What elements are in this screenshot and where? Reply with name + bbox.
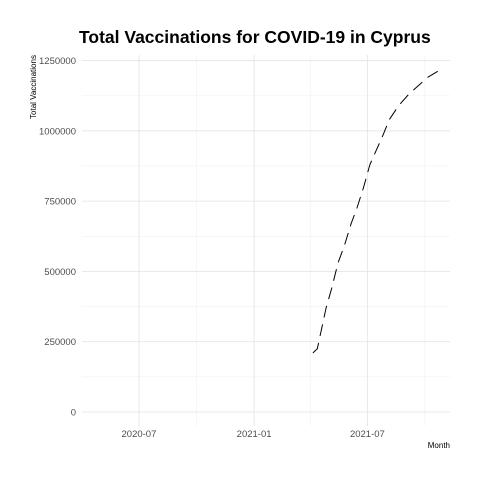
x-axis-label: Month: [428, 441, 450, 450]
grid: [82, 55, 450, 426]
y-tick-label: 250000: [44, 337, 76, 348]
x-tick-label: 2021-07: [350, 429, 385, 440]
y-axis-label: Total Vaccinations: [29, 55, 38, 119]
y-tick-label: 1250000: [39, 56, 76, 67]
x-tick-label: 2021-01: [237, 429, 272, 440]
y-tick-label: 1000000: [39, 126, 76, 137]
chart-title: Total Vaccinations for COVID-19 in Cypru…: [79, 27, 431, 47]
y-tick-label: 500000: [44, 267, 76, 278]
x-axis-ticks: 2020-07 2021-01 2021-07: [122, 429, 385, 440]
y-tick-label: 750000: [44, 197, 76, 208]
x-tick-label: 2020-07: [122, 429, 157, 440]
series-group: [312, 68, 442, 354]
y-tick-label: 0: [71, 407, 76, 418]
y-axis-ticks: 0 250000 500000 750000 1000000 1250000: [39, 56, 76, 418]
series-line: [312, 68, 442, 354]
